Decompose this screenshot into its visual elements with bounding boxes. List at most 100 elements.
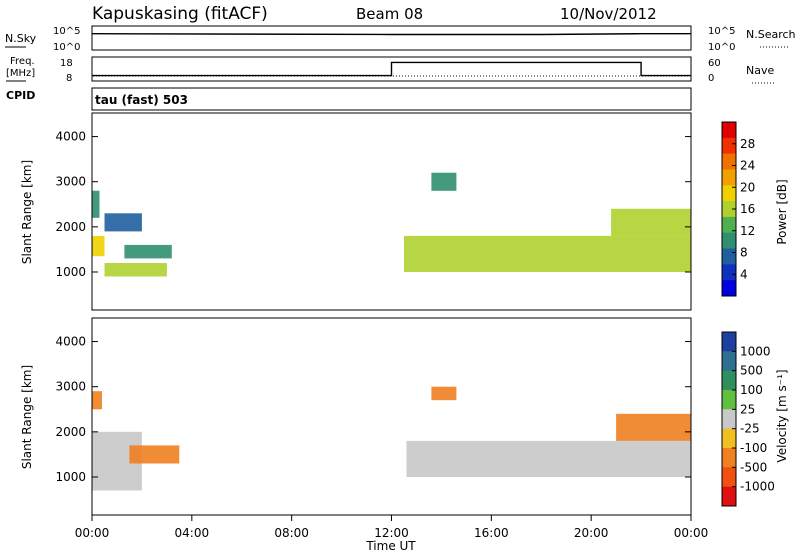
noise-panel-frame [91,25,692,51]
vel-cbar-swatch-1 [722,351,736,372]
vel-cbar-label-3: 25 [740,402,755,416]
power-cbar-swatch-10 [722,280,736,297]
power-cbar-label-1: 24 [740,159,755,173]
vel-cbar-label-2: 100 [740,383,763,397]
power-cbar-label-3: 16 [740,202,755,216]
cpid-panel-frame [91,87,692,111]
vel-heat-cell-5 [431,386,457,401]
vel-cbar-swatch-5 [722,428,736,449]
frequency-line [92,61,691,77]
time-tick-label-3: 12:00 [374,526,409,540]
velocity-colorbar: 1000 500 100 25 -25 -100 -500 -1000 [721,331,775,507]
power-heat-cell-0 [92,235,105,257]
vel-cbar-swatch-0 [722,332,736,352]
time-tick-label-5: 20:00 [574,526,609,540]
power-yticks-label-1: 3000 [55,175,86,189]
vel-cbar-label-7: -1000 [740,480,775,494]
noise-right-tick-top: 10^5 [708,26,735,37]
vel-cbar-label-6: -500 [740,460,767,474]
power-heat-cell-6 [611,208,691,236]
velocity-panel-frame [91,317,692,516]
freq-left-tick-top: 18 [60,58,73,69]
nave-right-tick-bottom: 0 [708,73,714,84]
vel-cbar-label-1: 500 [740,364,763,378]
power-yticks-label-0: 4000 [55,130,86,144]
vel-cbar-swatch-6 [722,448,736,468]
nave-label: Nave [746,64,774,77]
power-colorbar-label: Power [dB] [775,179,789,244]
power-heatmap [92,172,691,277]
power-cbar-swatch-2 [722,153,736,170]
vel-cbar-swatch-7 [722,467,736,488]
time-tick-label-2: 08:00 [274,526,309,540]
station-title: Kapuskasing (fitACF) [92,4,268,24]
power-ylabel: Slant Range [km] [20,160,34,264]
power-cbar-swatch-7 [722,232,736,249]
velocity-ylabel: Slant Range [km] [20,365,34,469]
vel-cbar-label-5: -100 [740,441,767,455]
power-heat-cell-3 [124,244,172,259]
velocity-heatmap [92,386,691,491]
noise-right-label: N.Search [746,28,796,41]
date-title: 10/Nov/2012 [560,5,657,23]
vel-cbar-frame [721,331,737,507]
vel-cbar-swatch-3 [722,390,736,410]
noise-right-tick-bottom: 10^0 [708,42,735,53]
time-tick-label-4: 16:00 [474,526,509,540]
power-heat-cell-7 [431,172,457,191]
noise-left-label: N.Sky [5,32,37,45]
power-cbar-swatch-3 [722,169,736,186]
freq-left-label-1: Freq. [10,56,35,67]
power-yticks-label-3: 1000 [55,265,86,279]
vel-heat-cell-2 [129,445,180,464]
vel-heat-cell-1 [92,391,102,410]
nave-right-tick-top: 60 [708,58,721,69]
vel-cbar-swatch-2 [722,370,736,391]
noise-sky-line [91,33,691,36]
vel-yticks-label-0: 4000 [55,335,86,349]
power-cbar-swatch-9 [722,264,736,281]
power-heat-cell-4 [104,213,142,232]
time-axis-ticks: 00:00 04:00 08:00 12:00 16:00 20:00 00:00 [75,515,709,540]
vel-yticks-label-3: 1000 [55,470,86,484]
beam-title: Beam 08 [356,5,423,23]
power-cbar-label-5: 8 [740,246,748,260]
power-cbar-swatch-8 [722,248,736,265]
vel-heat-cell-4 [616,413,691,441]
power-heat-cell-5 [404,235,691,272]
noise-left-tick-top: 10^5 [53,26,80,37]
vel-yticks-label-1: 3000 [55,380,86,394]
vel-cbar-swatch-4 [722,409,736,430]
cpid-value: tau (fast) 503 [95,93,188,107]
vel-heat-cell-3 [406,440,691,477]
power-heat-cell-1 [92,190,100,218]
power-cbar-label-4: 12 [740,224,755,238]
vel-cbar-swatch-8 [722,486,736,507]
power-cbar-label-6: 4 [740,267,748,281]
freq-left-label-2: [MHz] [6,68,35,79]
freq-left-tick-bottom: 8 [66,73,72,84]
time-tick-label-0: 00:00 [75,526,110,540]
velocity-yticks: 4000 3000 2000 1000 [55,335,691,484]
noise-left-tick-bottom: 10^0 [53,42,80,53]
power-cbar-swatch-6 [722,216,736,234]
power-panel-frame [91,112,692,311]
power-yticks: 4000 3000 2000 1000 [55,130,691,279]
power-colorbar: 28 24 20 16 12 8 4 [721,121,755,297]
power-cbar-swatch-1 [722,137,736,155]
freq-panel-frame [91,56,692,82]
power-cbar-label-2: 20 [740,180,755,194]
time-tick-label-1: 04:00 [175,526,210,540]
cpid-label: CPID [6,89,35,102]
time-axis-label: Time UT [365,539,416,553]
vel-cbar-label-4: -25 [740,422,760,436]
vel-cbar-label-0: 1000 [740,344,771,358]
power-cbar-swatch-0 [722,122,736,139]
power-cbar-swatch-5 [722,201,736,218]
power-yticks-label-2: 2000 [55,220,86,234]
time-tick-label-6: 00:00 [674,526,709,540]
power-heat-cell-2 [104,263,167,277]
velocity-colorbar-label: Velocity [m s⁻¹] [775,369,789,462]
power-cbar-label-0: 28 [740,137,755,151]
